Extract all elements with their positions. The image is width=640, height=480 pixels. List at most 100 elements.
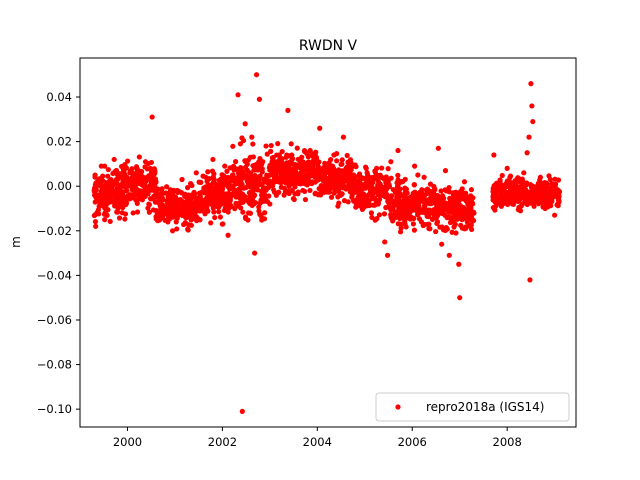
data-point xyxy=(287,168,294,174)
data-point xyxy=(553,185,559,192)
data-point xyxy=(537,174,544,180)
data-point xyxy=(278,174,284,180)
data-point xyxy=(359,203,366,209)
data-point xyxy=(447,219,454,226)
data-point xyxy=(355,183,361,189)
legend-marker xyxy=(395,404,401,410)
data-point xyxy=(174,215,180,221)
data-point xyxy=(182,201,188,207)
data-point xyxy=(226,179,233,185)
data-point xyxy=(494,186,501,192)
data-point xyxy=(237,195,243,201)
x-tick-label: 2002 xyxy=(208,435,237,449)
data-point xyxy=(123,165,129,171)
data-point xyxy=(210,156,216,163)
data-point xyxy=(446,185,452,191)
data-point xyxy=(165,219,171,225)
data-point xyxy=(217,183,223,189)
data-point xyxy=(326,188,332,194)
data-point xyxy=(193,170,199,176)
data-point xyxy=(293,179,299,185)
data-point xyxy=(537,194,543,200)
data-point xyxy=(549,198,555,204)
data-point xyxy=(294,172,300,178)
x-tick-label: 2006 xyxy=(398,435,427,449)
data-point xyxy=(450,195,456,201)
data-point xyxy=(268,148,274,154)
y-tick-label: −0.04 xyxy=(37,268,72,282)
data-point xyxy=(256,181,262,187)
data-point xyxy=(181,221,187,228)
data-point xyxy=(497,179,503,185)
data-point xyxy=(331,172,337,178)
data-point xyxy=(263,143,269,149)
data-point xyxy=(163,205,170,211)
data-point xyxy=(459,225,465,231)
data-point xyxy=(357,189,363,195)
data-point xyxy=(204,205,210,211)
data-point xyxy=(399,179,405,185)
data-point xyxy=(394,211,401,217)
data-point xyxy=(256,96,263,102)
data-point xyxy=(335,203,341,209)
data-point xyxy=(272,170,278,176)
data-point xyxy=(322,160,328,166)
data-point xyxy=(411,227,418,233)
data-point xyxy=(419,192,425,198)
data-point xyxy=(172,194,178,200)
data-point xyxy=(412,189,418,195)
data-point xyxy=(138,169,144,176)
data-point xyxy=(395,147,401,154)
data-point xyxy=(120,179,127,185)
data-point xyxy=(542,205,548,212)
data-point xyxy=(193,200,200,206)
data-point xyxy=(446,252,452,258)
data-point xyxy=(356,197,362,204)
data-point xyxy=(185,206,191,212)
data-point xyxy=(546,173,552,179)
data-point xyxy=(375,201,381,207)
data-point xyxy=(134,165,140,171)
data-point xyxy=(244,167,250,173)
data-point xyxy=(391,201,397,207)
data-point xyxy=(282,166,288,172)
data-point xyxy=(521,170,527,176)
data-point xyxy=(115,185,121,191)
data-point xyxy=(314,161,320,167)
data-point xyxy=(206,188,212,194)
data-point xyxy=(208,220,214,226)
data-point xyxy=(149,114,155,120)
data-point xyxy=(439,241,445,247)
data-point xyxy=(382,175,388,181)
data-point xyxy=(227,202,233,208)
data-point xyxy=(288,141,294,147)
data-point xyxy=(525,195,531,201)
data-point xyxy=(544,181,550,187)
data-point xyxy=(379,165,385,171)
legend: repro2018a (IGS14) xyxy=(375,392,570,422)
data-point xyxy=(239,199,245,205)
y-tick-label: 0.02 xyxy=(46,135,72,149)
data-point xyxy=(185,198,191,204)
data-point xyxy=(247,189,253,196)
data-point xyxy=(415,172,421,178)
data-point xyxy=(278,184,284,190)
data-point xyxy=(105,166,111,173)
data-point xyxy=(260,185,267,191)
data-point xyxy=(410,203,416,209)
data-point xyxy=(346,176,352,182)
data-point xyxy=(140,180,146,186)
data-point xyxy=(305,154,311,160)
data-point xyxy=(457,295,463,301)
data-point xyxy=(386,182,392,188)
data-point xyxy=(466,204,472,211)
data-point xyxy=(122,211,129,217)
data-point xyxy=(242,121,248,127)
data-point xyxy=(541,189,547,195)
data-point xyxy=(245,182,251,188)
data-point xyxy=(340,134,347,140)
plot-frame xyxy=(79,57,577,428)
data-point xyxy=(547,188,553,194)
data-point xyxy=(128,183,134,189)
data-point xyxy=(433,228,439,235)
